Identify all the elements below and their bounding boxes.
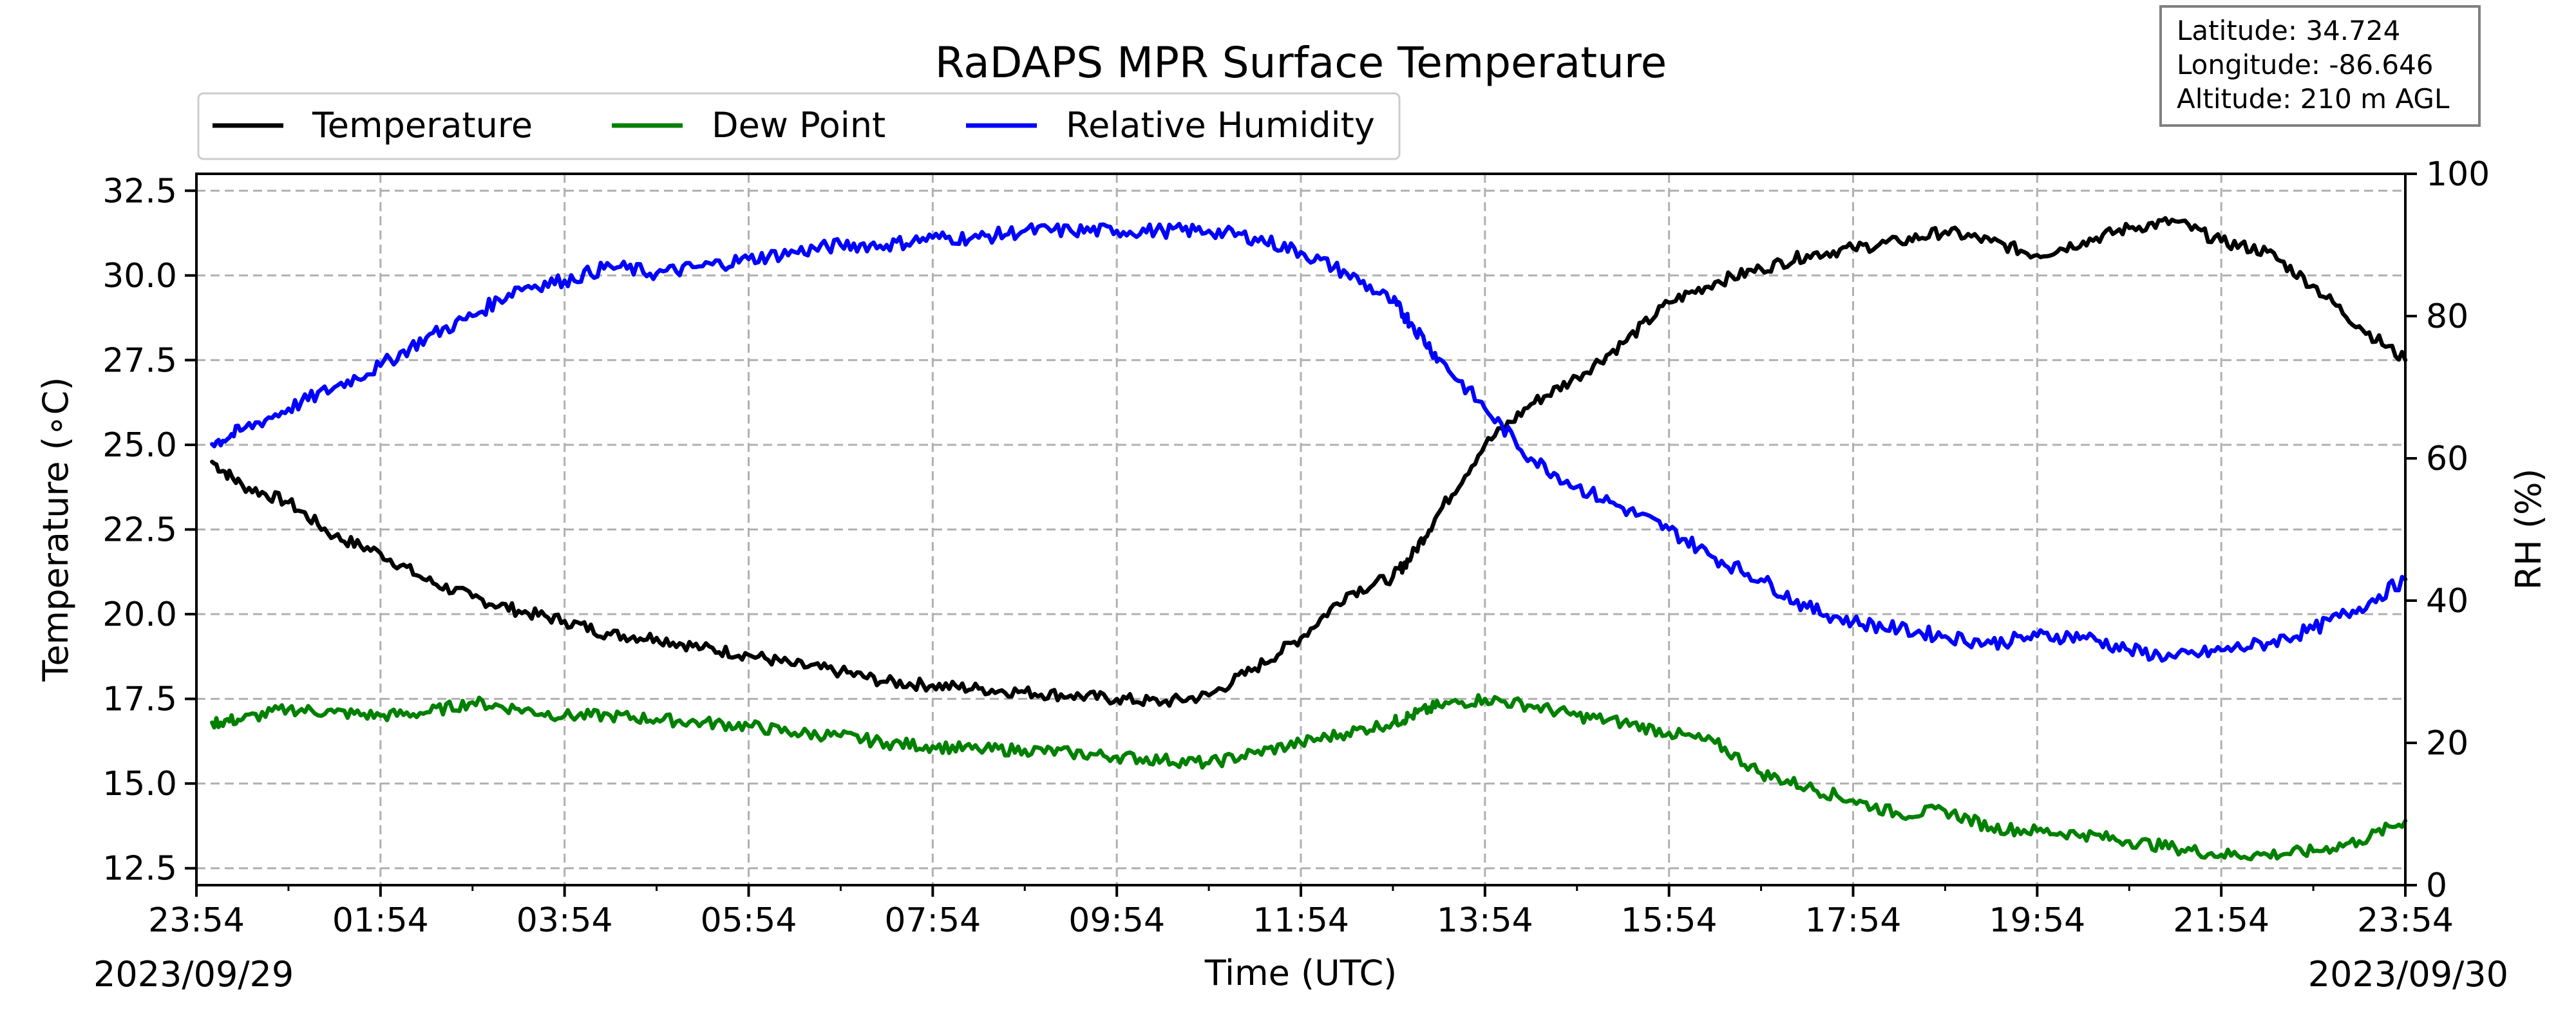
y-tick-label-left: 20.0 xyxy=(102,595,177,634)
chart-title: RaDAPS MPR Surface Temperature xyxy=(935,38,1667,88)
y-axis-label-right: RH (%) xyxy=(2508,469,2549,590)
x-tick-label: 13:54 xyxy=(1437,901,1533,940)
y-tick-label-left: 17.5 xyxy=(102,680,177,719)
y-tick-label-left: 12.5 xyxy=(102,850,177,888)
x-tick-label: 17:54 xyxy=(1805,901,1902,940)
series-line-temperature xyxy=(210,216,2408,708)
y-tick-label-right: 20 xyxy=(2426,724,2468,763)
y-tick-label-left: 27.5 xyxy=(102,341,177,380)
x-tick-label: 19:54 xyxy=(1989,901,2085,940)
x-tick-label: 05:54 xyxy=(701,901,797,940)
axis-ticks: 23:54 01:54 03:54 05:54 07:54 09:54 11:54 13:54… xyxy=(102,155,2490,940)
y-tick-label-left: 32.5 xyxy=(102,172,177,211)
y-tick-label-left: 22.5 xyxy=(102,511,177,550)
info-altitude: Altitude: 210 m AGL xyxy=(2177,83,2450,115)
series-line-relative-humidity xyxy=(210,221,2408,663)
grid xyxy=(196,174,2405,885)
x-axis-label: Time (UTC) xyxy=(1204,953,1397,993)
x-tick-label: 03:54 xyxy=(516,901,613,940)
x-tick-label: 15:54 xyxy=(1621,901,1718,940)
x-tick-label: 23:54 xyxy=(148,901,245,940)
x-tick-label: 23:54 xyxy=(2357,901,2454,940)
info-latitude: Latitude: 34.724 xyxy=(2177,15,2400,46)
legend-label-dew-point: Dew Point xyxy=(712,105,886,145)
y-tick-label-left: 30.0 xyxy=(102,257,177,295)
y-tick-label-right: 100 xyxy=(2426,155,2490,194)
y-tick-label-left: 25.0 xyxy=(102,426,177,465)
legend-box xyxy=(197,92,1401,160)
x-tick-label: 21:54 xyxy=(2173,901,2269,940)
x-tick-label: 01:54 xyxy=(332,901,429,940)
x-tick-label: 11:54 xyxy=(1253,901,1349,940)
legend-label-relative-humidity: Relative Humidity xyxy=(1066,105,1375,145)
y-tick-label-left: 15.0 xyxy=(102,765,177,803)
legend-label-temperature: Temperature xyxy=(312,105,533,145)
y-tick-label-right: 60 xyxy=(2426,440,2468,478)
series-line-dew-point xyxy=(210,693,2408,862)
x-tick-label: 07:54 xyxy=(884,901,981,940)
y-axis-label-left: Temperature (∘C) xyxy=(35,377,76,682)
y-tick-label-right: 40 xyxy=(2426,582,2468,621)
series-layer xyxy=(210,216,2408,862)
info-longitude: Longitude: -86.646 xyxy=(2177,49,2434,80)
x-start-date: 2023/09/29 xyxy=(93,954,294,995)
info-box: Latitude: 34.724 Longitude: -86.646 Alti… xyxy=(2159,5,2481,127)
legend: Temperature Dew Point Relative Humidity xyxy=(197,92,1401,160)
y-tick-label-right: 0 xyxy=(2426,866,2447,905)
x-tick-label: 09:54 xyxy=(1068,901,1165,940)
y-tick-label-right: 80 xyxy=(2426,297,2468,336)
x-end-date: 2023/09/30 xyxy=(2308,954,2508,995)
info-box-frame xyxy=(2159,5,2481,127)
